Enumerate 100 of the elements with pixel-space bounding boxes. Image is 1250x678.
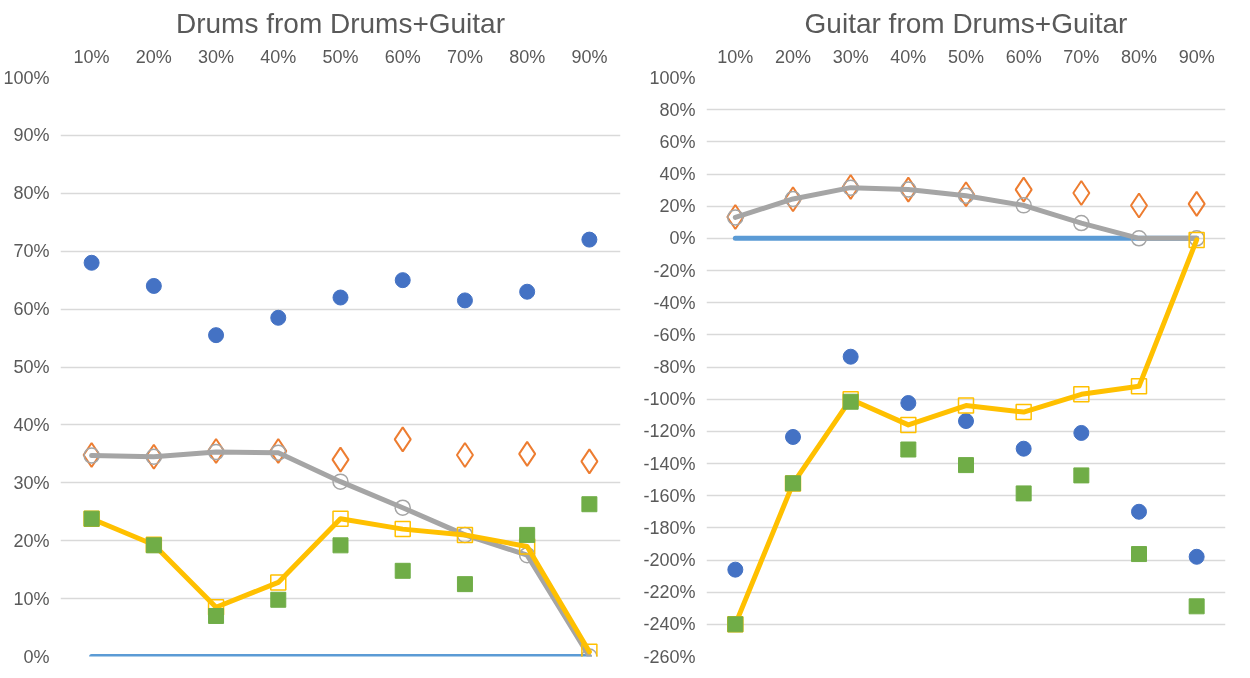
point xyxy=(1014,176,1033,203)
point xyxy=(957,397,975,414)
x-tick-label: 80% xyxy=(509,46,546,67)
point xyxy=(332,537,349,554)
y-tick-label: 70% xyxy=(13,241,50,262)
point xyxy=(581,231,598,248)
point xyxy=(145,448,163,465)
x-tick-label: 10% xyxy=(73,46,110,67)
point xyxy=(1072,179,1091,206)
point xyxy=(208,327,225,344)
y-tick-label: -140% xyxy=(643,453,696,474)
point xyxy=(518,440,537,467)
y-tick-label: 100% xyxy=(3,67,50,88)
point xyxy=(581,643,598,657)
x-tick-label: 40% xyxy=(890,46,927,67)
y-tick-label: -180% xyxy=(643,517,696,538)
y-tick-label: 0% xyxy=(669,228,696,249)
point xyxy=(957,187,975,204)
point xyxy=(207,443,225,461)
point xyxy=(82,442,101,469)
point xyxy=(1073,467,1090,484)
x-tick-label: 20% xyxy=(135,46,172,67)
x-tick-label: 30% xyxy=(198,46,235,67)
point xyxy=(270,574,287,591)
point xyxy=(900,395,917,412)
point xyxy=(841,174,860,201)
x-tick-label: 60% xyxy=(384,46,421,67)
point xyxy=(1073,386,1090,403)
point xyxy=(394,499,411,516)
chart-title: Guitar from Drums+Guitar xyxy=(804,7,1128,39)
point xyxy=(1073,424,1090,441)
point xyxy=(1015,403,1032,421)
y-tick-label: 40% xyxy=(13,414,50,435)
x-tick-label: 90% xyxy=(571,46,608,67)
point xyxy=(394,520,411,538)
point xyxy=(331,446,350,473)
x-tick-label: 10% xyxy=(717,46,754,67)
point xyxy=(519,526,536,543)
point xyxy=(900,416,917,434)
point xyxy=(784,190,802,208)
point xyxy=(270,591,287,608)
y-tick-label: 10% xyxy=(13,588,50,609)
y-tick-label: 20% xyxy=(13,530,50,551)
point xyxy=(208,607,225,624)
point xyxy=(394,272,411,289)
y-tick-label: -220% xyxy=(643,582,696,603)
y-tick-label: 80% xyxy=(659,99,696,120)
point xyxy=(270,309,287,326)
chart-title: Drums from Drums+Guitar xyxy=(175,7,506,39)
y-tick-label: 20% xyxy=(659,196,696,217)
y-tick-label: 60% xyxy=(13,299,50,320)
y-tick-label: 80% xyxy=(13,183,50,204)
y-tick-label: 100% xyxy=(649,67,696,88)
y-tick-label: 60% xyxy=(659,131,696,152)
point xyxy=(1130,230,1148,247)
y-tick-label: -240% xyxy=(643,614,696,635)
point xyxy=(207,437,226,464)
y-tick-label: -200% xyxy=(643,550,696,570)
point xyxy=(727,561,744,578)
point xyxy=(456,292,473,309)
point xyxy=(726,203,745,230)
point xyxy=(1188,548,1205,565)
y-tick-label: -100% xyxy=(643,389,696,410)
point xyxy=(785,428,801,445)
point xyxy=(842,348,859,365)
y-tick-label: -80% xyxy=(653,357,696,377)
x-tick-label: 90% xyxy=(1178,46,1215,67)
y-tick-label: -260% xyxy=(643,646,696,667)
point xyxy=(332,510,349,527)
x-tick-label: 50% xyxy=(322,46,359,67)
y-tick-label: -20% xyxy=(653,260,696,281)
point xyxy=(145,277,162,294)
x-tick-label: 60% xyxy=(1005,46,1042,67)
point xyxy=(332,473,349,490)
point xyxy=(1131,546,1147,563)
point xyxy=(456,576,473,593)
point xyxy=(1130,378,1148,395)
x-tick-label: 80% xyxy=(1120,46,1158,67)
point xyxy=(393,426,412,453)
y-tick-label: 40% xyxy=(659,164,696,184)
point xyxy=(1188,598,1205,615)
point xyxy=(580,448,599,475)
x-tick-label: 20% xyxy=(774,46,812,67)
point xyxy=(1015,485,1032,502)
y-tick-label: 90% xyxy=(13,125,50,146)
point xyxy=(900,441,917,458)
y-tick-label: -160% xyxy=(643,485,696,506)
point xyxy=(900,181,917,198)
x-tick-label: 40% xyxy=(260,46,297,67)
point xyxy=(581,496,598,513)
point xyxy=(394,562,411,579)
y-tick-label: 30% xyxy=(13,472,50,493)
point xyxy=(1187,190,1206,217)
x-tick-label: 30% xyxy=(832,46,869,67)
y-tick-label: -60% xyxy=(653,324,696,345)
point xyxy=(958,457,974,474)
point xyxy=(958,413,974,430)
point xyxy=(83,254,100,271)
point xyxy=(1073,214,1090,232)
x-tick-label: 70% xyxy=(446,46,483,67)
